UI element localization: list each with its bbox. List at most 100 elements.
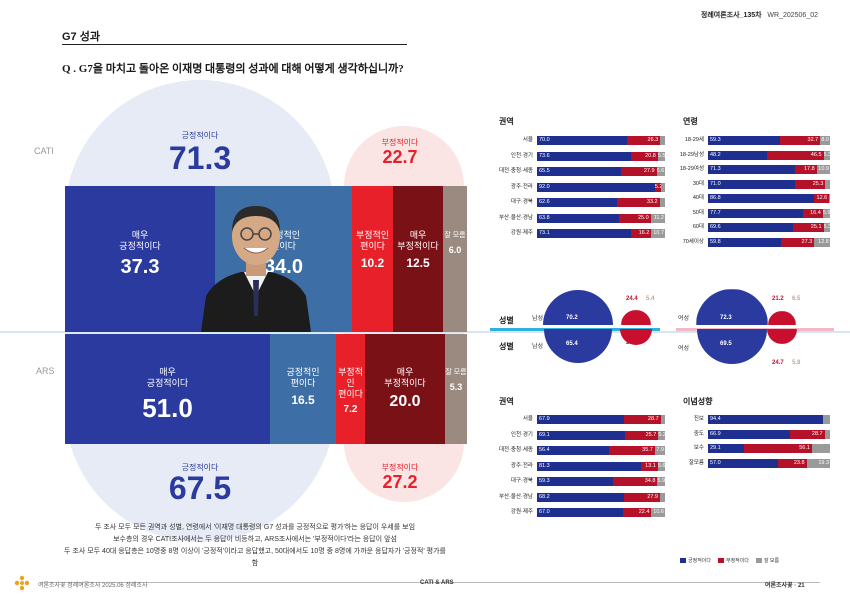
cati-positive-total: 71.3 xyxy=(168,140,232,176)
bar-segment xyxy=(811,444,830,453)
bar-segment: 12.8 xyxy=(814,237,830,247)
segment-value: 12.5 xyxy=(406,255,430,270)
bar-segment: 59.3 xyxy=(708,136,781,145)
male-cati-negative-value: 24.4 xyxy=(626,296,638,302)
page-number: 21 xyxy=(797,583,805,589)
region-cati-chart: 서울 70.0 26.3 인천·경기 73.6 20.8 5.5 대전·충청·세종 65.5 27… xyxy=(499,136,665,246)
bar-segment: 5.2 xyxy=(654,182,662,192)
category-label: 강원·제주 xyxy=(510,509,533,515)
segment-label: 매우 긍정적이다 xyxy=(146,367,189,388)
segment-value: 10.2 xyxy=(360,255,385,270)
segment-value: 16.5 xyxy=(291,393,315,407)
chart-row: 30대 71.0 25.3 xyxy=(693,179,830,189)
bar-segment: 19.3 xyxy=(806,458,831,468)
male-cati-negative-bubble xyxy=(621,310,651,325)
female-ars-positive-value: 69.5 xyxy=(720,341,732,347)
bar-segment: 5.6 xyxy=(657,461,665,471)
category-label: 인천·경기 xyxy=(510,152,533,159)
bar-segment: 34.8 xyxy=(612,477,658,486)
bar-segment: 56.4 xyxy=(537,446,610,455)
bar-segment: 10.7 xyxy=(651,229,665,238)
bar-segment: 25.3 xyxy=(794,179,826,189)
bar-segment: 23.8 xyxy=(777,458,807,468)
bar-segment: 22.4 xyxy=(622,508,652,517)
bar-segment: 10.9 xyxy=(816,165,830,174)
bar-segment: 81.3 xyxy=(537,461,642,471)
ars-negative-label: 부정적이다 xyxy=(381,463,419,472)
bar-segment: 27.3 xyxy=(780,237,815,247)
segment-value: 5.3 xyxy=(449,382,463,392)
female-ars-negative-value: 24.7 xyxy=(772,360,784,366)
female-cati-negative-value: 21.2 xyxy=(772,296,784,302)
bar-segment: 5.5 xyxy=(657,151,665,161)
female-label-cati: 여성 xyxy=(678,316,690,322)
bar-segment: 5.9 xyxy=(822,208,830,218)
bar-segment xyxy=(660,492,665,502)
category-label: 대구·경북 xyxy=(510,199,533,205)
summary-line: 두 조사 모두 모든 권역과 성별, 연령에서 '이재명 대통령의 G7 성과를… xyxy=(94,524,416,531)
male-label-cati: 남성 xyxy=(532,316,544,322)
chart-row: 50대 77.7 16.4 5.9 xyxy=(693,208,830,218)
category-label: 강원·제주 xyxy=(510,230,533,236)
legend-item: 긍정적이다 xyxy=(680,558,711,564)
category-label: 18-29남성 xyxy=(679,151,704,158)
header-meta: 정례여론조사_135차 WR_202506_02 xyxy=(701,10,818,20)
panel-title-gender-ars: 성별 xyxy=(499,342,514,351)
logo-flower-icon xyxy=(14,575,30,591)
bar-segment: 25.0 xyxy=(618,213,651,223)
legend-item: 부정적이다 xyxy=(717,558,749,564)
bar-segment: 71.3 xyxy=(708,165,795,174)
age-cati-chart: 18-29세 59.3 32.7 8.0 18-29남성 48.2 46.5 5.3 18-29… xyxy=(680,136,831,256)
bar-segment: 92.0 xyxy=(537,182,655,192)
panel-title-region-ars: 권역 xyxy=(499,397,514,406)
bar-segment: 59.3 xyxy=(537,477,613,486)
female-ars-negative-bubble xyxy=(767,328,797,344)
section-underline xyxy=(62,44,407,45)
bar-segment: 13.1 xyxy=(641,461,658,471)
bar-segment: 16.4 xyxy=(802,208,823,218)
male-cati-positive-value: 70.2 xyxy=(566,315,578,321)
chart-row: 광주·전라 92.0 5.2 xyxy=(511,182,665,192)
category-label: 광주·전라 xyxy=(510,462,533,469)
category-label: 인천·경기 xyxy=(510,431,533,438)
bar-segment: 28.7 xyxy=(623,415,661,424)
chart-row: 부산·울산·경남 63.8 25.0 11.2 xyxy=(499,213,665,223)
segment-value: 6.0 xyxy=(448,244,462,255)
category-label: 60대 xyxy=(692,224,704,230)
cati-segment-very-positive: 매우 긍정적이다 37.3 xyxy=(65,186,215,332)
category-label: 중도 xyxy=(693,430,704,437)
segment-value: 37.3 xyxy=(120,255,160,278)
bar-segment: 56.1 xyxy=(743,444,812,453)
panel-title-region-cati: 권역 xyxy=(499,117,514,126)
bar-segment xyxy=(659,198,665,207)
category-label: 보수 xyxy=(693,445,704,451)
male-label-ars: 남성 xyxy=(532,344,544,350)
panel-title-ideology: 이념성향 xyxy=(683,397,713,406)
mode-label-ars: ARS xyxy=(36,366,55,376)
category-label: 18-29세 xyxy=(684,137,704,143)
female-ars-dk-value: 5.8 xyxy=(792,360,801,366)
panel-title-age: 연령 xyxy=(683,117,698,126)
chart-row: 강원·제주 67.0 22.4 10.6 xyxy=(511,508,665,517)
chart-row: 잘모름 57.0 23.8 19.3 xyxy=(689,458,831,468)
segment-value: 7.2 xyxy=(343,404,358,415)
bar-segment: 63.8 xyxy=(537,213,619,223)
bar-segment: 70.0 xyxy=(537,136,627,145)
bar-segment: 66.9 xyxy=(708,429,790,439)
category-label: 30대 xyxy=(692,180,704,187)
segment-label: 매우 부정적이다 xyxy=(397,229,439,251)
chart-row: 서울 67.9 28.7 xyxy=(523,415,665,424)
cati-segment-very-negative: 매우 부정적이다 12.5 xyxy=(393,186,443,332)
bar-segment: 73.6 xyxy=(537,151,632,161)
female-label-ars: 여성 xyxy=(678,346,690,352)
bar-segment: 48.2 xyxy=(708,150,767,160)
ideology-ars-chart: 진보 94.4 중도 66.9 28.7 보수 29.1 56.1 잘모름 57.0 23.8 19.… xyxy=(689,415,831,485)
section-title: G7 성과 xyxy=(62,31,100,43)
chart-row: 대전·충청·세종 65.5 27.9 6.6 xyxy=(499,167,665,176)
bar-segment: 59.8 xyxy=(708,237,781,247)
chart-row: 진보 94.4 xyxy=(694,415,830,424)
bar-segment xyxy=(824,429,830,439)
segment-label: 부정적인 편이다 xyxy=(338,367,363,399)
question-text: Q . G7을 마치고 돌아온 이재명 대통령의 성과에 대해 어떻게 생각하십… xyxy=(62,63,404,75)
bar-segment: 27.9 xyxy=(620,167,657,176)
